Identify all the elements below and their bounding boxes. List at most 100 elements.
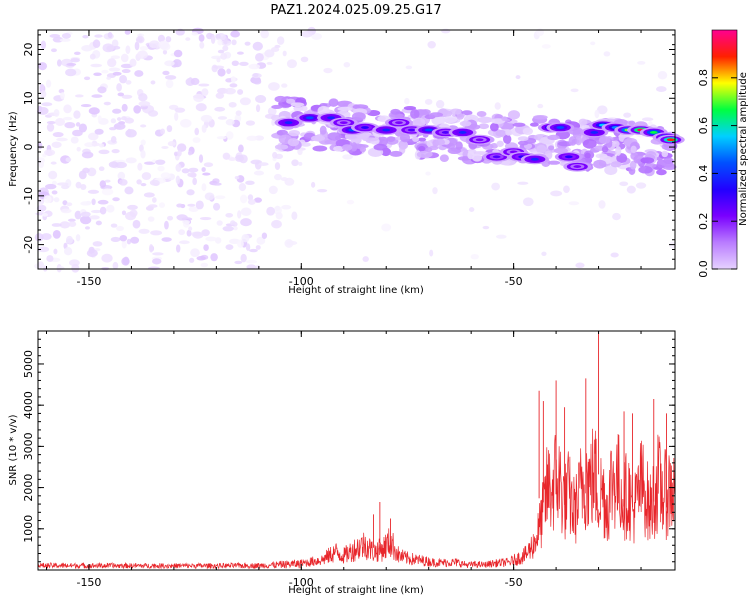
spectrogram-band-blob (435, 138, 446, 146)
spectrogram-noise-blob (255, 52, 264, 62)
spectrogram-noise-blob (72, 129, 83, 137)
spectrogram-noise-blob (140, 139, 146, 146)
spectrogram-band-blob (352, 104, 369, 110)
spectrogram-noise-blob (75, 181, 82, 189)
spectrogram-noise-blob (41, 102, 53, 107)
spectrogram-noise-blob (187, 150, 193, 156)
snr-ticks: -150 -100 -50 1000 2000 3000 4000 5000 (22, 331, 675, 589)
spectrogram-noise-blob (108, 67, 121, 72)
spectrogram-band-blob (656, 169, 667, 176)
spectrogram-noise-blob (626, 185, 636, 194)
spectrogram-noise-blob (198, 34, 205, 42)
spectrogram-noise-blob (148, 266, 160, 271)
spectrogram-noise-blob (241, 233, 250, 243)
spectrogram-noise-blob (84, 226, 90, 230)
spectrogram-noise-blob (255, 245, 261, 250)
spectrogram-noise-blob (95, 220, 102, 226)
spectrogram-noise-blob (217, 68, 226, 77)
spectrogram-noise-blob (199, 41, 205, 49)
colorbar-tick-label: 0.6 (697, 117, 710, 135)
spectrogram-band-blob (319, 125, 327, 135)
spectrogram-band-blob (548, 145, 555, 151)
spectrogram-noise-blob (56, 59, 62, 67)
spectrogram-noise-blob (106, 76, 111, 80)
spectrogram-band-blob (378, 136, 389, 146)
spectrogram-noise-blob (494, 102, 501, 110)
spectrogram-band-blob (390, 108, 401, 115)
spectrogram-noise-blob (253, 79, 262, 85)
spectrogram-noise-blob (222, 45, 229, 52)
spectrogram-noise-blob (101, 253, 113, 263)
spectrogram-peak-blob (424, 128, 433, 132)
snr-panel: Height of straight line (km) SNR (10 * v… (8, 330, 676, 596)
snr-x-axis-label: Height of straight line (km) (288, 585, 424, 596)
spectrogram-noise-blob (38, 142, 43, 150)
spectrogram-noise-blob (80, 211, 91, 218)
spectrogram-noise-blob (225, 119, 235, 126)
spectrogram-noise-blob (162, 70, 170, 76)
spectrogram-noise-blob (45, 183, 57, 190)
spectrogram-noise-blob (155, 159, 166, 165)
spectrogram-noise-blob (71, 263, 80, 273)
spectrogram-noise-blob (215, 92, 225, 99)
spectrogram-noise-blob (515, 75, 521, 80)
spectrogram-band-blob (274, 144, 289, 150)
spectrogram-band-blob (341, 144, 353, 151)
spectrogram-band-blob (327, 132, 342, 141)
spectrogram-noise-blob (196, 255, 206, 261)
spectrogram-noise-blob (266, 61, 273, 65)
spectrogram-noise-blob (225, 212, 234, 218)
spectrogram-noise-blob (570, 88, 579, 93)
spectrogram-noise-blob (291, 211, 298, 220)
spectrogram-noise-blob (63, 116, 73, 121)
spectrogram-peak-blob (339, 121, 348, 125)
spectrogram-noise-blob (121, 116, 127, 121)
spectrogram-noise-blob (198, 83, 210, 87)
snr-plot-area (38, 331, 675, 570)
spectrogram-noise-blob (491, 182, 501, 191)
spectrogram-noise-blob (610, 252, 619, 258)
spectrogram-noise-blob (550, 190, 563, 197)
spectrogram-noise-blob (563, 185, 570, 193)
spectrogram-noise-blob (575, 262, 585, 269)
spectrogram-noise-blob (118, 179, 128, 186)
spectrogram-noise-blob (425, 171, 431, 176)
spectrogram-noise-blob (214, 106, 226, 112)
spectrogram-band-blob (547, 160, 561, 165)
spectrogram-noise-blob (281, 204, 292, 210)
spectrogram-noise-blob (247, 194, 254, 201)
spectrogram-noise-blob (158, 40, 170, 50)
spectrogram-noise-blob (157, 34, 166, 43)
spectrogram-peak-blob (530, 157, 539, 161)
spectrogram-noise-blob (38, 62, 48, 71)
spectrogram-noise-blob (201, 183, 207, 192)
spectrogram-noise-blob (124, 117, 134, 124)
spectrogram-noise-blob (140, 124, 147, 128)
spectrogram-noise-blob (150, 80, 156, 85)
spectrogram-noise-blob (46, 121, 56, 125)
spectrogram-noise-blob (130, 236, 140, 244)
spectrogram-band-blob (495, 129, 507, 137)
colorbar-ticks: 0.0 0.2 0.4 0.6 0.8 (697, 69, 737, 278)
spectrogram-noise-blob (623, 112, 632, 118)
spectrogram-band-blob (568, 136, 577, 146)
spectrogram-band-blob (351, 112, 366, 121)
spectrogram-peak-blob (305, 116, 314, 120)
spectrogram-noise-blob (291, 159, 299, 167)
spectrogram-y-tick-label: -20 (22, 236, 35, 254)
spectrogram-noise-blob (61, 33, 72, 39)
spectrogram-noise-blob (286, 240, 298, 246)
spectrogram-noise-blob (201, 88, 209, 96)
spectrogram-band-blob (507, 110, 521, 120)
spectrogram-noise-blob (192, 137, 201, 143)
spectrogram-noise-blob (151, 197, 157, 203)
spectrogram-noise-blob (266, 206, 276, 216)
spectrogram-noise-blob (91, 198, 96, 206)
spectrogram-y-tick-label: -10 (22, 187, 35, 205)
spectrogram-band-blob (456, 113, 465, 120)
spectrogram-noise-blob (121, 240, 127, 249)
spectrogram-band-blob (389, 150, 403, 157)
spectrogram-noise-blob (125, 157, 137, 164)
spectrogram-noise-blob (381, 223, 392, 232)
